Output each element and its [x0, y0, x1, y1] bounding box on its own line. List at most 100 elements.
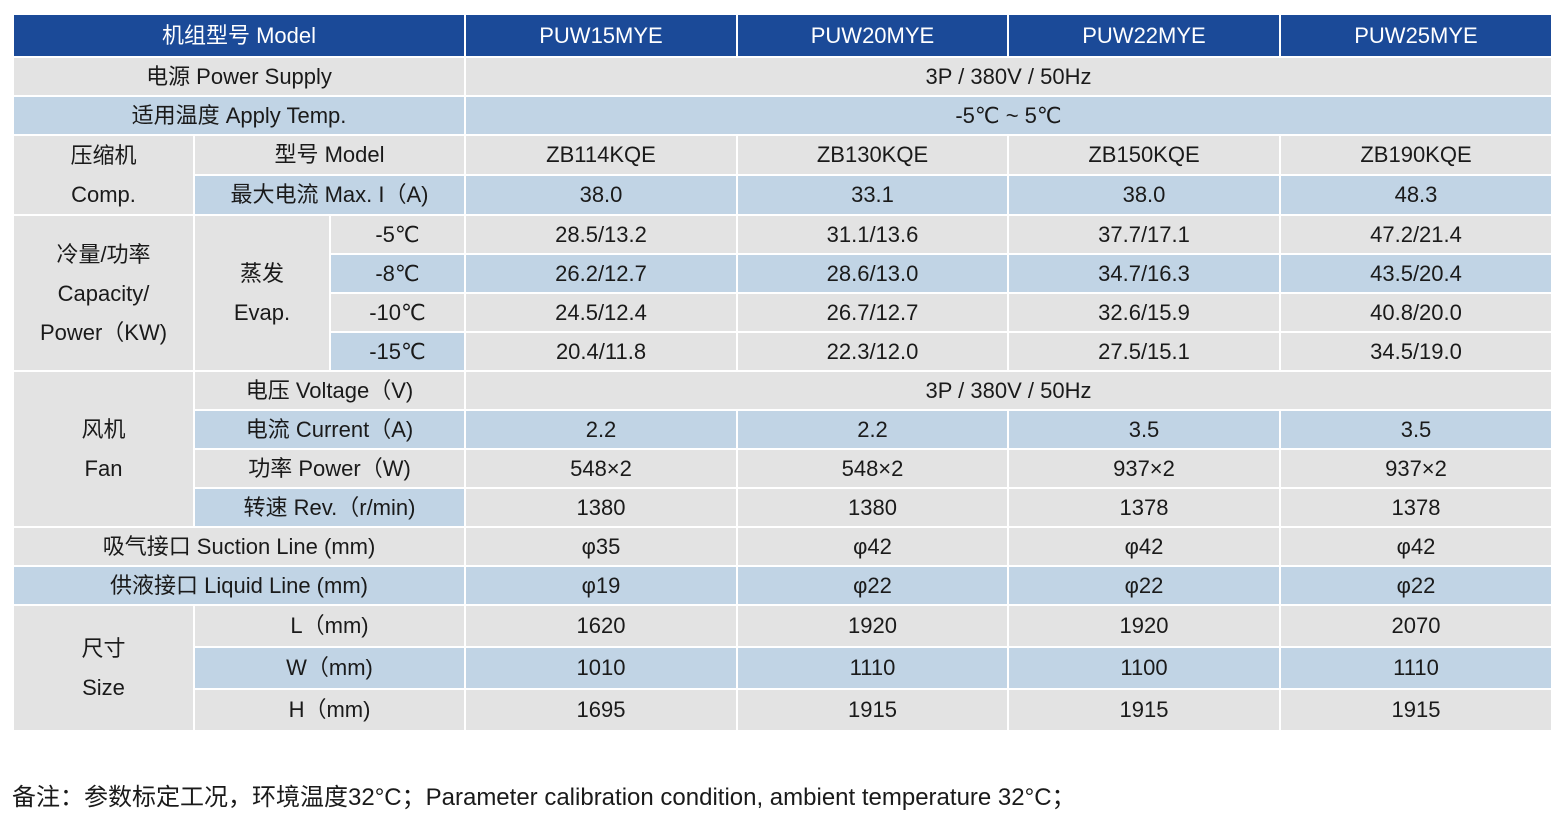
power-supply-label: 电源 Power Supply [12, 56, 466, 97]
compressor-model-cell: ZB190KQE [1279, 134, 1553, 176]
compressor-group-label: 压缩机 Comp. [12, 134, 195, 216]
capacity-cell: 24.5/12.4 [464, 292, 738, 333]
compressor-current-row: 最大电流 Max. I（A) 38.0 33.1 38.0 48.3 [13, 174, 1553, 216]
model-header-cell: PUW15MYE [464, 13, 738, 58]
size-h-row: H（mm) 1695 1915 1915 1915 [13, 688, 1553, 732]
power-supply-row: 电源 Power Supply 3P / 380V / 50Hz [12, 56, 1553, 97]
size-l-label: L（mm) [193, 604, 466, 648]
capacity-cell: 20.4/11.8 [464, 331, 738, 372]
size-h-cell: 1915 [1279, 688, 1553, 732]
fan-rev-cell: 1380 [464, 487, 738, 528]
fan-power-row: 功率 Power（W) 548×2 548×2 937×2 937×2 [13, 448, 1553, 489]
liquid-cell: φ22 [736, 565, 1009, 606]
capacity-group-label: 冷量/功率 Capacity/ Power（KW) [12, 214, 195, 372]
evap-temp-label: -15℃ [329, 331, 466, 372]
model-header-cell: PUW22MYE [1007, 13, 1281, 58]
model-header-cell: PUW20MYE [736, 13, 1009, 58]
size-l-row: 尺寸 Size L（mm) 1620 1920 1920 2070 [12, 604, 1553, 732]
fan-rev-cell: 1380 [736, 487, 1009, 528]
size-w-row: W（mm) 1010 1110 1100 1110 [13, 646, 1553, 690]
max-current-label: 最大电流 Max. I（A) [193, 174, 466, 216]
capacity-cell: 43.5/20.4 [1279, 253, 1553, 294]
suction-cell: φ42 [1007, 526, 1281, 567]
capacity-cell: 26.7/12.7 [736, 292, 1009, 333]
capacity-cell: 28.5/13.2 [464, 214, 738, 255]
size-w-label: W（mm) [193, 646, 466, 690]
apply-temp-label: 适用温度 Apply Temp. [12, 95, 466, 136]
capacity-cell: 37.7/17.1 [1007, 214, 1281, 255]
evap-temp-label: -8℃ [329, 253, 466, 294]
max-current-cell: 38.0 [464, 174, 738, 216]
fan-power-cell: 548×2 [736, 448, 1009, 489]
compressor-model-cell: ZB114KQE [464, 134, 738, 176]
size-w-cell: 1010 [464, 646, 738, 690]
fan-current-row: 电流 Current（A) 2.2 2.2 3.5 3.5 [13, 409, 1553, 450]
evap-temp-label: -5℃ [329, 214, 466, 255]
fan-power-label: 功率 Power（W) [193, 448, 466, 489]
capacity-group-line: 冷量/功率 [56, 241, 151, 267]
fan-rev-cell: 1378 [1007, 487, 1281, 528]
suction-cell: φ42 [736, 526, 1009, 567]
liquid-label: 供液接口 Liquid Line (mm) [12, 565, 466, 606]
suction-label: 吸气接口 Suction Line (mm) [12, 526, 466, 567]
header-row: 机组型号 Model PUW15MYE PUW20MYE PUW22MYE PU… [12, 13, 1553, 58]
size-h-cell: 1695 [464, 688, 738, 732]
size-group-line: 尺寸 [81, 636, 126, 661]
evap-group-line: 蒸发 [239, 261, 284, 286]
compressor-model-label: 型号 Model [193, 134, 466, 176]
spec-table: 机组型号 Model PUW15MYE PUW20MYE PUW22MYE PU… [12, 13, 1553, 732]
fan-current-cell: 2.2 [464, 409, 738, 450]
suction-cell: φ35 [464, 526, 738, 567]
size-l-cell: 1920 [1007, 604, 1281, 648]
fan-power-cell: 548×2 [464, 448, 738, 489]
compressor-model-cell: ZB150KQE [1007, 134, 1281, 176]
fan-current-label: 电流 Current（A) [193, 409, 466, 450]
size-h-cell: 1915 [736, 688, 1009, 732]
evap-group-label: 蒸发 Evap. [193, 214, 331, 372]
model-header-cell: PUW25MYE [1279, 13, 1553, 58]
size-w-cell: 1100 [1007, 646, 1281, 690]
liquid-cell: φ19 [464, 565, 738, 606]
liquid-cell: φ22 [1279, 565, 1553, 606]
size-w-cell: 1110 [1279, 646, 1553, 690]
capacity-cell: 32.6/15.9 [1007, 292, 1281, 333]
capacity-cell: 34.5/19.0 [1279, 331, 1553, 372]
fan-power-cell: 937×2 [1279, 448, 1553, 489]
fan-rev-row: 转速 Rev.（r/min) 1380 1380 1378 1378 [13, 487, 1553, 528]
suction-row: 吸气接口 Suction Line (mm) φ35 φ42 φ42 φ42 [12, 526, 1553, 567]
capacity-cell: 31.1/13.6 [736, 214, 1009, 255]
capacity-cell: 28.6/13.0 [736, 253, 1009, 294]
fan-current-cell: 3.5 [1279, 409, 1553, 450]
size-w-cell: 1110 [736, 646, 1009, 690]
suction-cell: φ42 [1279, 526, 1553, 567]
fan-rev-label: 转速 Rev.（r/min) [193, 487, 466, 528]
capacity-cell: 22.3/12.0 [736, 331, 1009, 372]
max-current-cell: 38.0 [1007, 174, 1281, 216]
capacity-group-line: Power（KW) [39, 319, 168, 345]
capacity-row: -8℃ 26.2/12.7 28.6/13.0 34.7/16.3 43.5/2… [13, 253, 1553, 294]
liquid-row: 供液接口 Liquid Line (mm) φ19 φ22 φ22 φ22 [12, 565, 1553, 606]
fan-group-line: Fan [84, 456, 123, 481]
compressor-model-cell: ZB130KQE [736, 134, 1009, 176]
fan-voltage-row: 风机 Fan 电压 Voltage（V) 3P / 380V / 50Hz [12, 370, 1553, 528]
capacity-cell: 34.7/16.3 [1007, 253, 1281, 294]
capacity-group-line: Capacity/ [57, 280, 150, 306]
size-h-cell: 1915 [1007, 688, 1281, 732]
max-current-cell: 48.3 [1279, 174, 1553, 216]
size-l-cell: 1920 [736, 604, 1009, 648]
capacity-cell: 26.2/12.7 [464, 253, 738, 294]
size-h-label: H（mm) [193, 688, 466, 732]
compressor-model-row: 压缩机 Comp. 型号 Model ZB114KQE ZB130KQE ZB1… [12, 134, 1553, 216]
footnote: 备注：参数标定工况，环境温度32°C；Parameter calibration… [12, 784, 1076, 811]
capacity-cell: 47.2/21.4 [1279, 214, 1553, 255]
size-l-cell: 2070 [1279, 604, 1553, 648]
fan-voltage-label: 电压 Voltage（V) [193, 370, 466, 411]
model-header-label: 机组型号 Model [12, 13, 466, 58]
apply-temp-row: 适用温度 Apply Temp. -5℃ ~ 5℃ [12, 95, 1553, 136]
fan-group-label: 风机 Fan [12, 370, 195, 528]
fan-power-cell: 937×2 [1007, 448, 1281, 489]
capacity-row: 冷量/功率 Capacity/ Power（KW) 蒸发 Evap. -5℃ 2… [12, 214, 1553, 372]
capacity-row: -15℃ 20.4/11.8 22.3/12.0 27.5/15.1 34.5/… [13, 331, 1553, 372]
fan-current-cell: 3.5 [1007, 409, 1281, 450]
fan-rev-cell: 1378 [1279, 487, 1553, 528]
